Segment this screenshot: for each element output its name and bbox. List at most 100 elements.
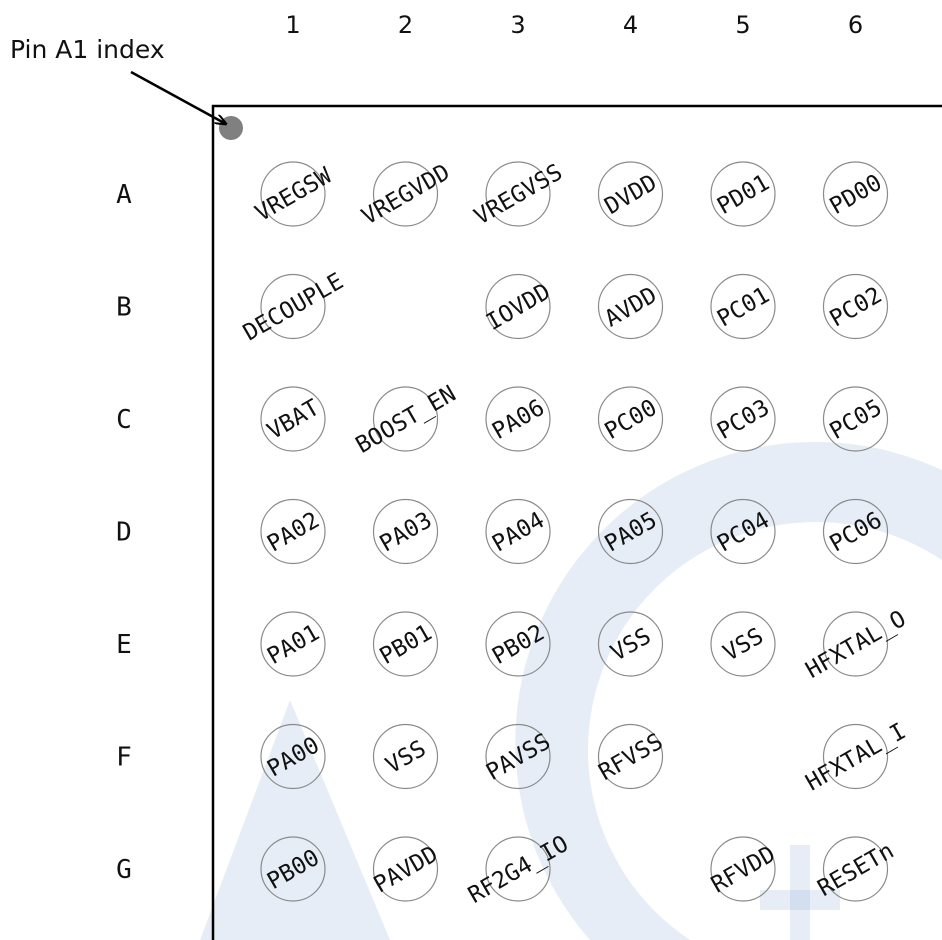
row-labels: A B C D E F G [116,180,132,885]
column-label: 2 [398,11,413,39]
pin-label: PC01 [713,282,774,332]
pin-label: VREGSW [251,163,336,227]
pin-ball [372,386,439,452]
pin-ball [710,836,776,902]
pin-a1-index-dot [219,116,243,140]
pin-label: PD00 [826,170,887,220]
pin-ball [485,611,551,677]
pin-label: PC02 [826,282,887,332]
pin-c3: PA06 [485,386,551,452]
pin-label: VSS [382,736,431,779]
pin-label: DVDD [601,170,662,220]
pin-ball [260,723,326,790]
pin-c2: BOOST_EN [352,381,461,459]
pin-label: PC03 [713,395,774,445]
pin-label: AVDD [601,282,662,332]
row-label: G [116,855,132,885]
pin-b5: PC01 [710,273,776,340]
pin-f2: VSS [372,723,439,790]
package-outline [211,104,942,940]
pin-ball [597,723,664,790]
pin-ball [260,836,326,902]
row-label: E [116,630,132,660]
pin-ball [597,161,664,227]
pin-ball [597,273,664,340]
pin-e2: PB01 [372,611,439,677]
pin-ball [710,273,776,340]
pin-ball [260,498,326,565]
column-label: 5 [735,11,750,39]
pin-ball [822,498,889,565]
pin-label: PC05 [826,395,887,445]
pin-label: PA03 [376,507,437,557]
row-label: B [116,293,132,323]
pin-ball [372,836,439,902]
pin-c4: PC00 [597,386,664,452]
pin-e3: PB02 [485,611,551,677]
pin-c6: PC05 [822,386,889,452]
pin-a1: VREGSW [251,161,336,227]
pin-ball [710,386,776,452]
pin-ball [822,386,889,452]
pin-label: PC00 [601,395,662,445]
pin-ball [485,836,551,902]
pin-ball [597,611,664,677]
column-label: 4 [623,11,638,39]
pin-ball [710,161,776,227]
pin-ball [710,611,776,677]
pin-ball [260,273,326,340]
pin-label: HFXTAL_I [802,718,911,796]
column-labels: 1 2 3 4 5 6 [285,11,863,39]
pin-label: VSS [719,623,768,666]
pin-ball [822,836,889,902]
pin-ball [485,386,551,452]
pin-ball [260,386,326,452]
pin-label: VREGVDD [358,159,455,230]
pin-b1: DECOUPLE [239,268,348,346]
pin-ball [372,611,439,677]
pin-ball [822,611,889,677]
pin-c5: PC03 [710,386,776,452]
watermark [200,441,942,940]
pin-ball [485,498,551,565]
pin-ball [372,161,439,227]
pin-ball [822,273,889,340]
pin-a2: VREGVDD [358,159,455,230]
pin-label: PA02 [263,507,324,557]
pin-g6: RESETn [814,836,899,902]
row-label: C [116,405,132,435]
pin-d1: PA02 [260,498,326,565]
pin-e1: PA01 [260,611,326,677]
pin-ball [710,498,776,565]
row-label: D [116,518,132,548]
pin-d2: PA03 [372,498,439,565]
pin-e5: VSS [710,611,776,677]
row-label: A [116,180,132,210]
pin-label: VREGVSS [470,159,567,230]
pin-label: PA06 [488,395,549,445]
pin-ball [597,386,664,452]
pin-a5: PD01 [710,161,776,227]
pin-b3: IOVDD [482,273,555,340]
pin-f4: RFVSS [595,723,667,790]
pin-label: PB01 [376,620,437,670]
pin-b6: PC02 [822,273,889,340]
pin-ball [372,723,439,790]
pin-label: PA01 [263,620,324,670]
pin-label: RESETn [814,838,899,902]
pin-ball [485,161,551,227]
pin-c1: VBAT [260,386,326,452]
pin-ball [597,498,664,565]
pin-label: VBAT [263,395,324,445]
column-label: 3 [510,11,525,39]
pin-ball [260,161,326,227]
pin-ball [372,498,439,565]
pin-label: HFXTAL_O [802,606,911,684]
pin-a3: VREGVSS [470,159,567,230]
pin-ball [485,723,551,790]
pin-ball [260,611,326,677]
pin-b4: AVDD [597,273,664,340]
pin-g2: PAVDD [370,836,442,902]
pin-ball [822,161,889,227]
